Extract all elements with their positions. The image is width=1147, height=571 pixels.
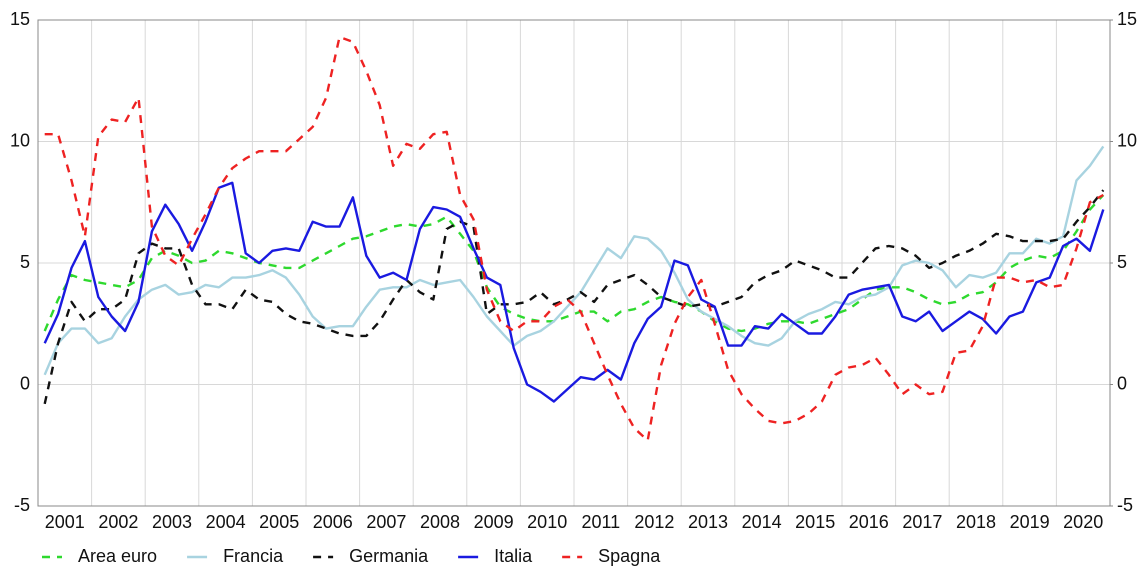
series-line — [43, 189, 1105, 405]
x-tick-label: 2009 — [474, 512, 514, 532]
x-tick-label: 2003 — [152, 512, 192, 532]
y-tick-label: 5 — [20, 252, 30, 272]
y2-tick-label: -5 — [1117, 495, 1133, 515]
x-tick-label: 2005 — [259, 512, 299, 532]
x-tick-label: 2018 — [956, 512, 996, 532]
y2-tick-label: 0 — [1117, 373, 1127, 393]
grid — [38, 19, 1110, 507]
x-tick-label: 2008 — [420, 512, 460, 532]
x-tick-label: 2014 — [742, 512, 782, 532]
x-tick-label: 2004 — [206, 512, 246, 532]
legend-label: Spagna — [598, 546, 661, 566]
series-line — [43, 194, 1105, 333]
legend-label: Area euro — [78, 546, 157, 566]
x-tick-label: 2020 — [1063, 512, 1103, 532]
x-tick-label: 2002 — [98, 512, 138, 532]
x-tick-label: 2006 — [313, 512, 353, 532]
y2-tick-label: 10 — [1117, 130, 1137, 150]
x-tick-label: 2015 — [795, 512, 835, 532]
y-tick-label: -5 — [14, 495, 30, 515]
y-tick-label: 10 — [10, 130, 30, 150]
legend-label: Italia — [494, 546, 533, 566]
x-tick-label: 2011 — [581, 512, 620, 532]
x-tick-label: 2012 — [634, 512, 674, 532]
x-tick-label: 2001 — [45, 512, 85, 532]
x-tick-label: 2013 — [688, 512, 728, 532]
x-tick-label: 2017 — [902, 512, 942, 532]
series-line — [43, 145, 1105, 376]
y2-tick-label: 15 — [1117, 9, 1137, 29]
x-tick-label: 2007 — [366, 512, 406, 532]
y2-tick-label: 5 — [1117, 252, 1127, 272]
x-tick-label: 2016 — [849, 512, 889, 532]
x-tick-label: 2019 — [1010, 512, 1050, 532]
series-line — [43, 181, 1105, 403]
y-tick-label: 15 — [10, 9, 30, 29]
x-tick-label: 2010 — [527, 512, 567, 532]
legend-label: Germania — [349, 546, 429, 566]
y-tick-label: 0 — [20, 373, 30, 393]
legend-label: Francia — [223, 546, 284, 566]
